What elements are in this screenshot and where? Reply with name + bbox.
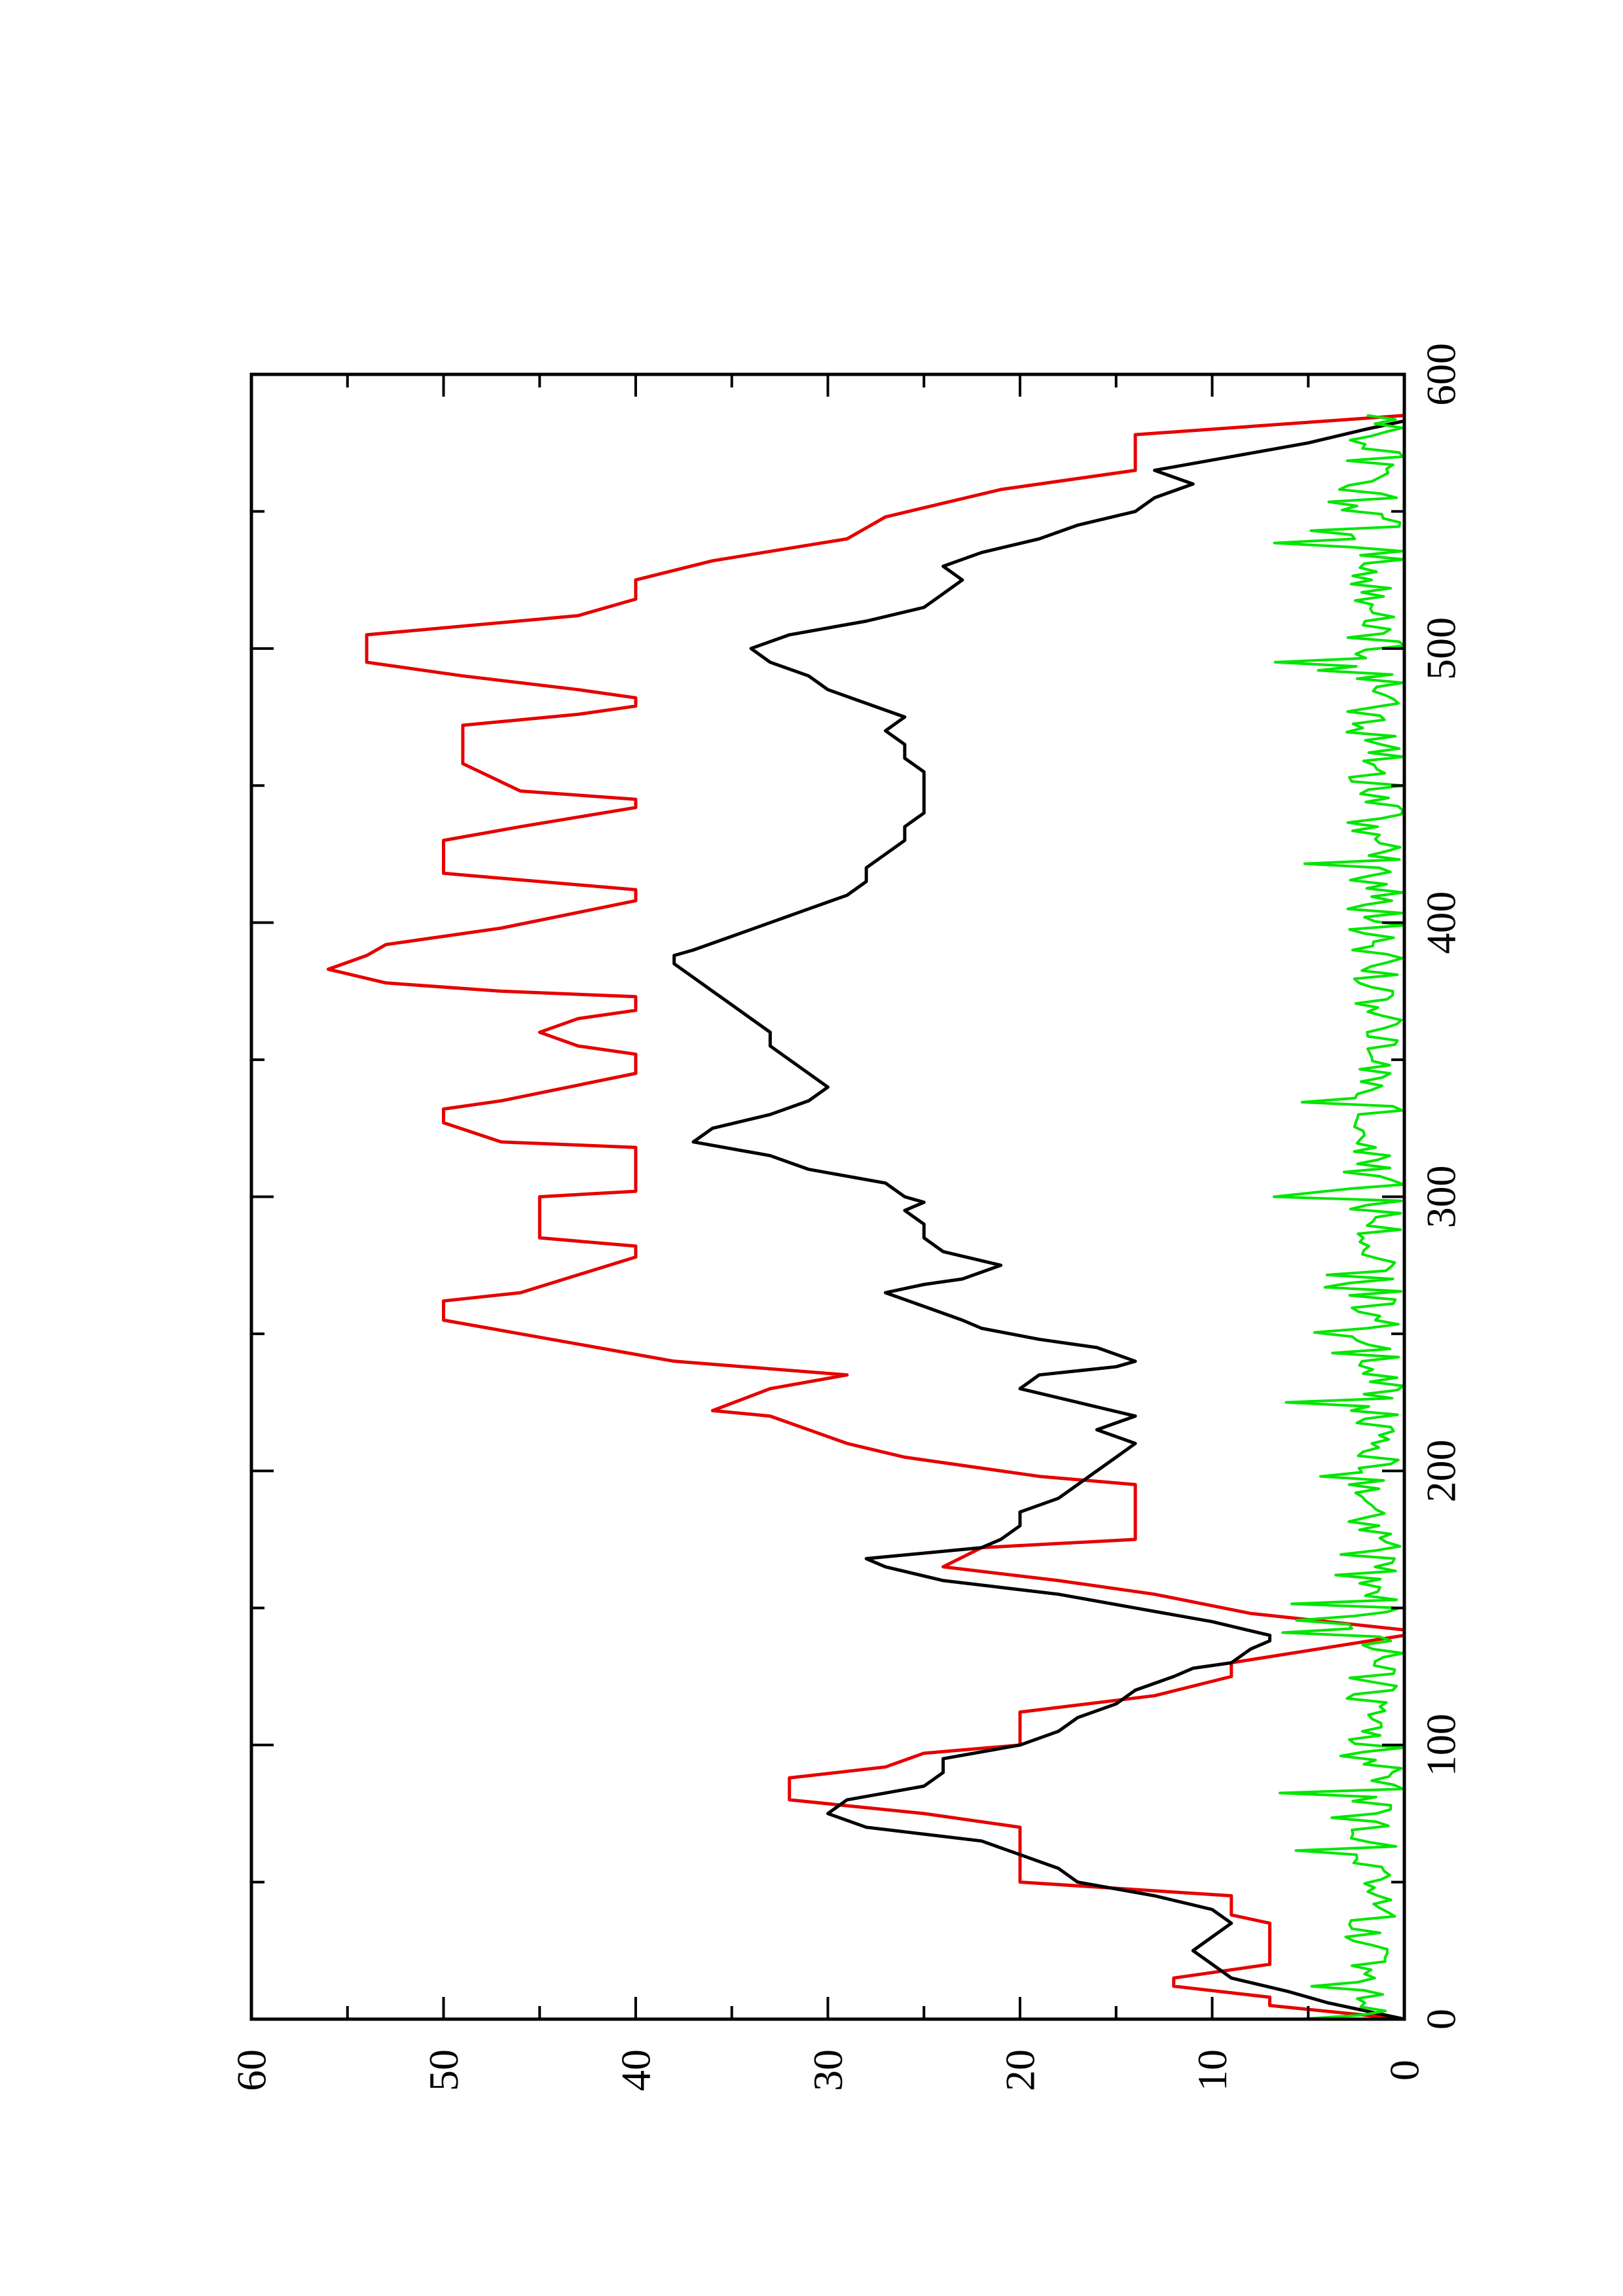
x-tick-label: 500 (1418, 617, 1465, 680)
plot-frame (249, 372, 1406, 2021)
tick-labels: 0 100 200 300 400 500 600 0 10 20 30 40 50 60 (228, 343, 1465, 2091)
x-tick-label: 600 (1418, 343, 1465, 406)
y-tick-label: 0 (1381, 2060, 1428, 2081)
y-tick-label: 20 (997, 2049, 1044, 2091)
x-tick-label: 200 (1418, 1439, 1465, 1502)
y-tick-label: 10 (1189, 2049, 1235, 2091)
y-tick-label: 50 (420, 2049, 467, 2091)
x-tick-label: 400 (1418, 891, 1465, 954)
x-tick-label: 0 (1418, 2009, 1465, 2030)
x-tick-label: 300 (1418, 1166, 1465, 1229)
y-tick-label: 30 (805, 2049, 851, 2091)
y-tick-label: 40 (613, 2049, 659, 2091)
series-line-2 (672, 419, 1406, 2021)
series-line-1 (326, 414, 1406, 2021)
y-tick-label: 60 (228, 2049, 275, 2091)
axis-ticks (250, 373, 1406, 2020)
x-tick-label: 100 (1418, 1713, 1465, 1776)
